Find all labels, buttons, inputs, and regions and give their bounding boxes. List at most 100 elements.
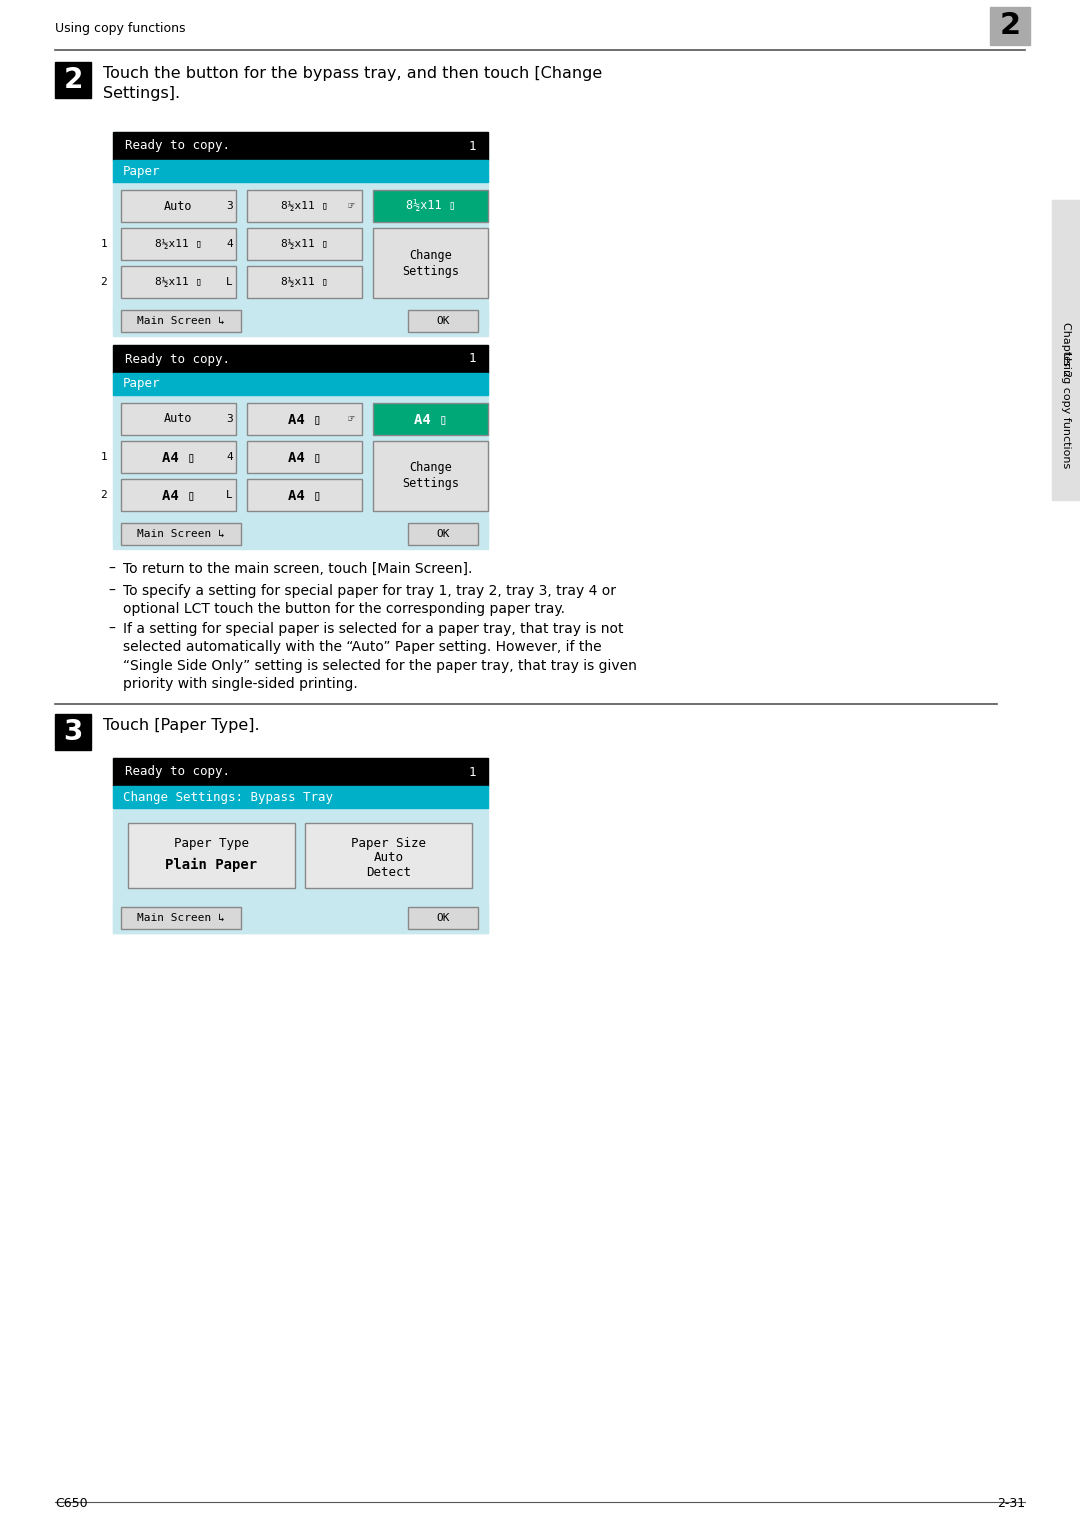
Text: Paper Type: Paper Type xyxy=(174,837,249,849)
Text: 2: 2 xyxy=(64,66,83,95)
Text: Change
Settings: Change Settings xyxy=(402,461,459,490)
Text: Auto: Auto xyxy=(164,412,192,426)
Text: 1: 1 xyxy=(469,353,476,365)
Text: Paper Size: Paper Size xyxy=(351,837,426,849)
Bar xyxy=(113,519,488,550)
Text: L: L xyxy=(226,490,233,499)
Text: 1: 1 xyxy=(469,139,476,153)
Bar xyxy=(113,786,488,808)
Text: A4 ▯: A4 ▯ xyxy=(414,412,447,426)
Bar xyxy=(373,441,488,512)
Bar xyxy=(113,345,488,541)
Bar xyxy=(55,63,91,98)
Text: 2: 2 xyxy=(100,276,107,287)
Text: A4 ▯: A4 ▯ xyxy=(287,489,321,502)
Bar xyxy=(247,189,362,221)
Text: Ready to copy.: Ready to copy. xyxy=(125,353,230,365)
Text: A4 ▯: A4 ▯ xyxy=(162,489,195,502)
Text: 8½x11 ▯: 8½x11 ▯ xyxy=(281,276,328,287)
Text: OK: OK xyxy=(436,528,449,539)
Bar xyxy=(113,902,488,933)
Bar xyxy=(247,228,362,260)
Text: 4: 4 xyxy=(226,240,233,249)
Text: 2: 2 xyxy=(999,12,1021,41)
Text: Change
Settings: Change Settings xyxy=(402,249,459,278)
Text: ☞: ☞ xyxy=(348,202,355,211)
Bar xyxy=(113,131,488,327)
Text: Auto
Detect: Auto Detect xyxy=(366,851,411,880)
Bar xyxy=(247,479,362,512)
Text: Main Screen ↳: Main Screen ↳ xyxy=(137,913,225,922)
Text: 4: 4 xyxy=(226,452,233,463)
Bar xyxy=(113,757,488,786)
Text: A4 ▯: A4 ▯ xyxy=(162,450,195,464)
Text: If a setting for special paper is selected for a paper tray, that tray is not
se: If a setting for special paper is select… xyxy=(123,621,637,692)
Text: 8½x11 ▯: 8½x11 ▯ xyxy=(281,240,328,249)
Text: –: – xyxy=(108,621,114,637)
Bar xyxy=(408,310,478,331)
Bar xyxy=(121,479,237,512)
Bar xyxy=(1052,200,1080,499)
Bar xyxy=(121,403,237,435)
Text: Using copy functions: Using copy functions xyxy=(55,21,186,35)
Text: 8½x11 ▯: 8½x11 ▯ xyxy=(154,240,202,249)
Text: 8½x11 ▯: 8½x11 ▯ xyxy=(281,202,328,211)
Text: 3: 3 xyxy=(226,202,233,211)
Text: Auto: Auto xyxy=(164,200,192,212)
Bar xyxy=(247,266,362,298)
Bar xyxy=(373,189,488,221)
Text: 3: 3 xyxy=(64,718,83,747)
Bar xyxy=(113,757,488,933)
Bar xyxy=(129,823,295,889)
Bar xyxy=(55,715,91,750)
Text: OK: OK xyxy=(436,316,449,325)
Bar xyxy=(113,305,488,336)
Bar xyxy=(121,441,237,473)
Text: Paper: Paper xyxy=(123,165,161,177)
Text: 2-31: 2-31 xyxy=(997,1496,1025,1510)
Bar xyxy=(247,441,362,473)
Text: Ready to copy.: Ready to copy. xyxy=(125,139,230,153)
Text: A4 ▯: A4 ▯ xyxy=(287,412,321,426)
Text: L: L xyxy=(226,276,233,287)
Bar xyxy=(113,160,488,182)
Bar xyxy=(408,524,478,545)
Text: C650: C650 xyxy=(55,1496,87,1510)
Bar xyxy=(121,310,241,331)
Bar xyxy=(121,228,237,260)
Text: –: – xyxy=(108,583,114,599)
Text: OK: OK xyxy=(436,913,449,922)
Text: Ready to copy.: Ready to copy. xyxy=(125,765,230,779)
Bar xyxy=(305,823,472,889)
Text: Main Screen ↳: Main Screen ↳ xyxy=(137,528,225,539)
Text: Chapter 2: Chapter 2 xyxy=(1061,322,1071,377)
Text: 2: 2 xyxy=(100,490,107,499)
Text: 3: 3 xyxy=(226,414,233,425)
Bar xyxy=(121,524,241,545)
Text: 8½x11 ▯: 8½x11 ▯ xyxy=(406,200,456,212)
Bar xyxy=(113,345,488,373)
Text: Using copy functions: Using copy functions xyxy=(1061,351,1071,469)
Text: –: – xyxy=(108,562,114,576)
Bar xyxy=(373,228,488,298)
Bar xyxy=(373,403,488,435)
Text: Main Screen ↳: Main Screen ↳ xyxy=(137,316,225,325)
Text: To return to the main screen, touch [Main Screen].: To return to the main screen, touch [Mai… xyxy=(123,562,472,576)
Text: 1: 1 xyxy=(100,240,107,249)
Bar xyxy=(247,403,362,435)
Text: 1: 1 xyxy=(469,765,476,779)
Bar xyxy=(121,266,237,298)
Text: Change Settings: Bypass Tray: Change Settings: Bypass Tray xyxy=(123,791,333,803)
Text: 8½x11 ▯: 8½x11 ▯ xyxy=(154,276,202,287)
Text: ☞: ☞ xyxy=(348,414,355,425)
Bar xyxy=(408,907,478,928)
Text: Touch [Paper Type].: Touch [Paper Type]. xyxy=(103,718,259,733)
Text: Plain Paper: Plain Paper xyxy=(165,858,257,872)
Text: 1: 1 xyxy=(100,452,107,463)
Text: Touch the button for the bypass tray, and then touch [Change
Settings].: Touch the button for the bypass tray, an… xyxy=(103,66,603,101)
Bar xyxy=(121,907,241,928)
Text: A4 ▯: A4 ▯ xyxy=(287,450,321,464)
Bar xyxy=(121,189,237,221)
Bar xyxy=(113,373,488,395)
Bar xyxy=(990,8,1030,44)
